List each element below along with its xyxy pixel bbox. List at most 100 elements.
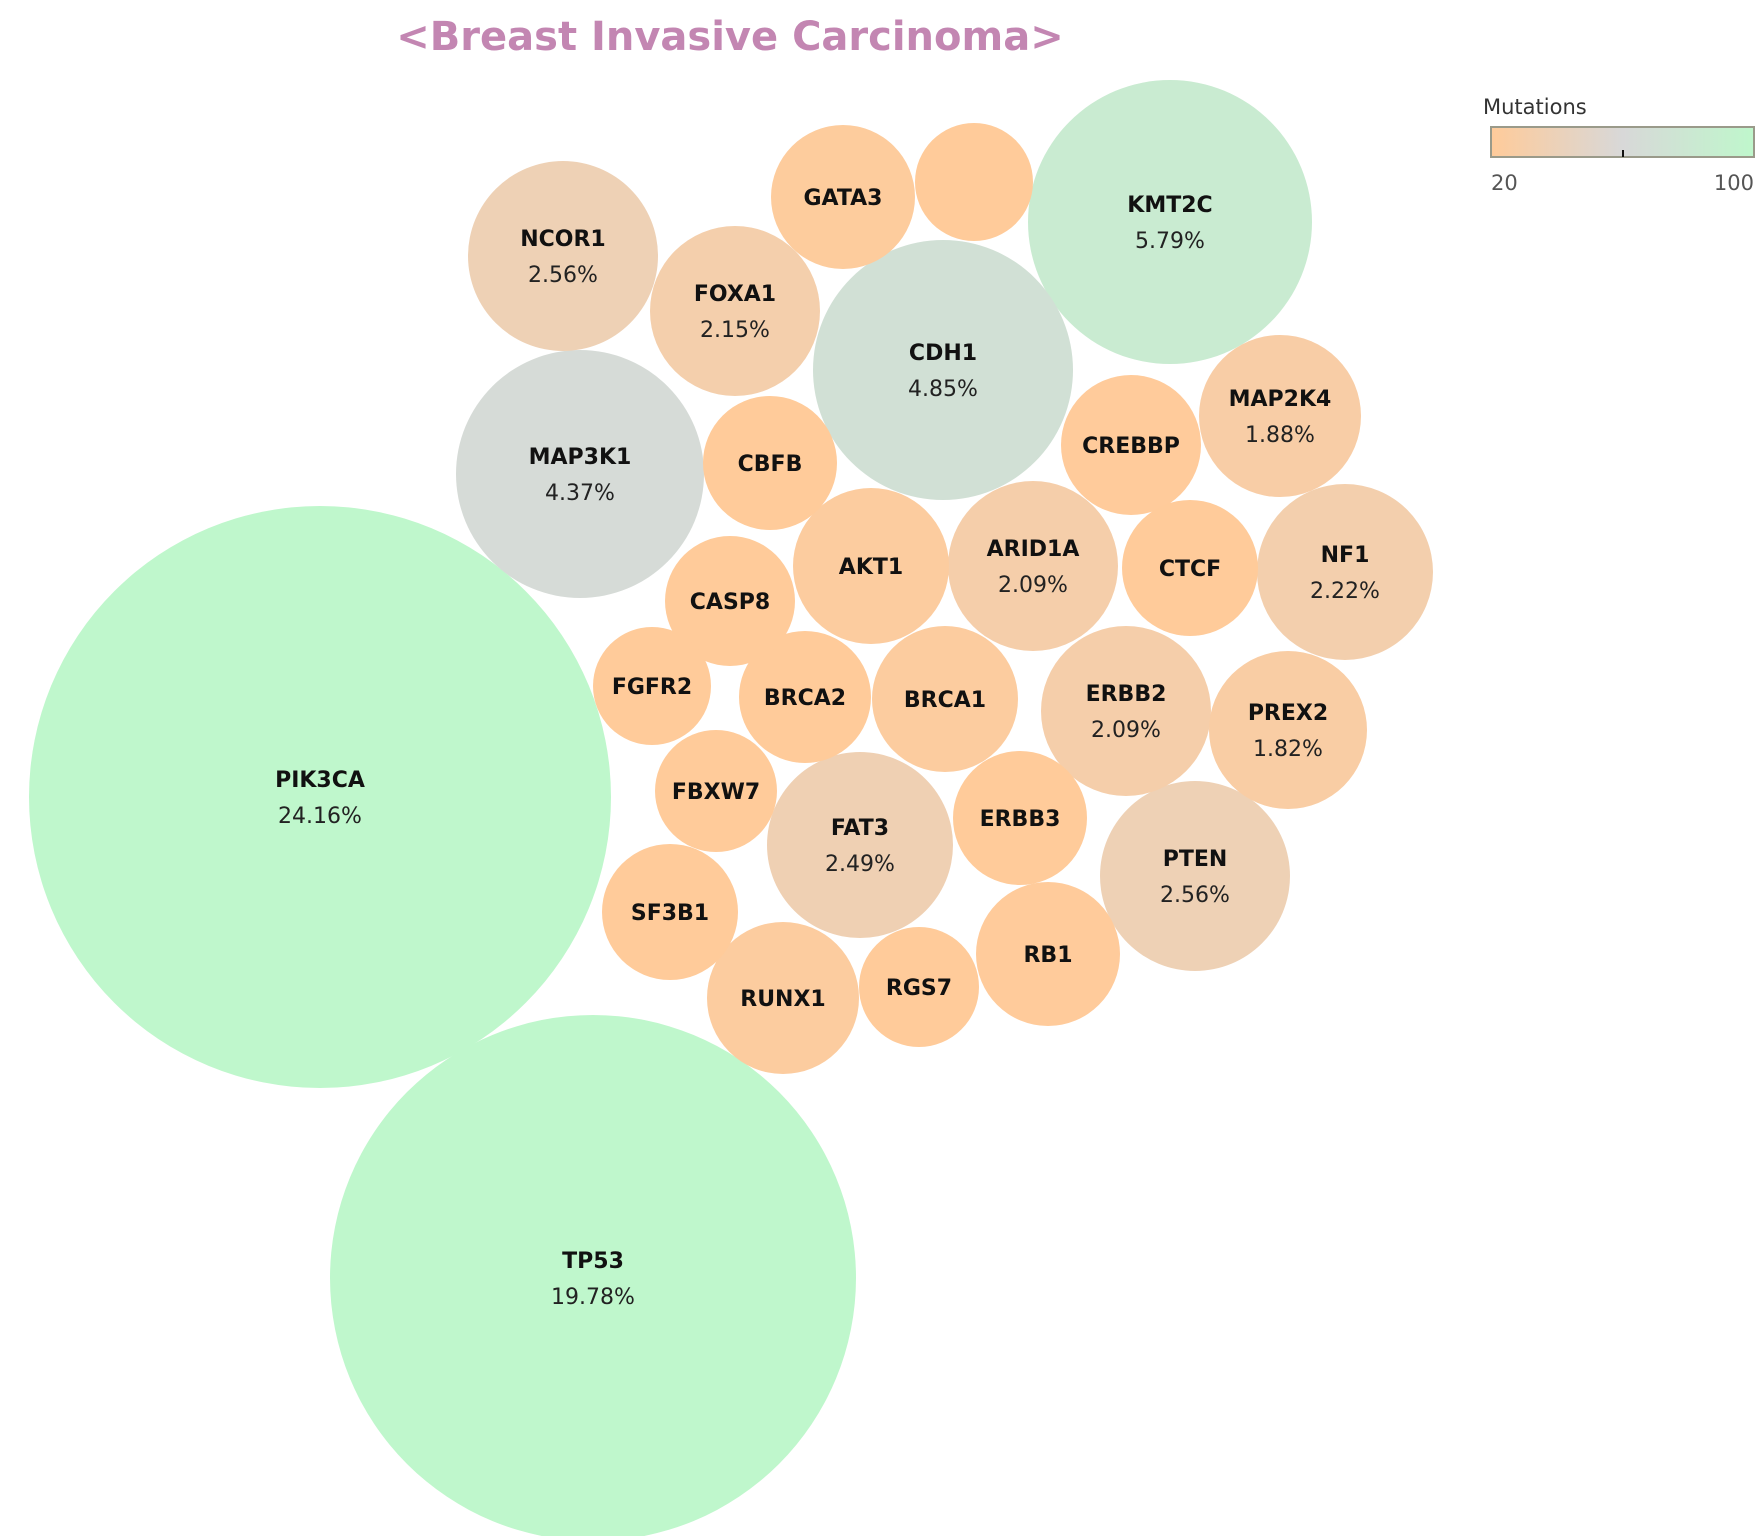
bubble-circle-nf1[interactable] — [1257, 484, 1433, 660]
bubble-circle-pik3ca[interactable] — [29, 506, 611, 1088]
bubble-circle-runx1[interactable] — [707, 922, 859, 1074]
colorbar-title: Mutations — [1483, 95, 1587, 119]
bubble-nf1[interactable]: NF1 2.22% — [1257, 484, 1433, 660]
bubble-percent-tp53: 19.78% — [551, 1285, 635, 1310]
bubble-circle-pten[interactable] — [1100, 781, 1290, 971]
bubble-label-sf3b1: SF3B1 — [631, 901, 709, 926]
bubble-label-map3k1: MAP3K1 — [529, 445, 632, 470]
bubble-label-brca1: BRCA1 — [904, 688, 986, 713]
bubble-label-foxa1: FOXA1 — [694, 282, 776, 307]
bubble-erbb3[interactable]: ERBB3 — [953, 751, 1087, 885]
bubble-circle-arid1a[interactable] — [948, 481, 1118, 651]
bubble-kmt2c[interactable]: KMT2C 5.79% — [1028, 80, 1312, 364]
bubble-label-arid1a: ARID1A — [987, 537, 1080, 562]
bubble-circle-rb1[interactable] — [976, 882, 1120, 1026]
bubble-label-tp53: TP53 — [562, 1249, 624, 1274]
bubble-circle-crebbp[interactable] — [1061, 375, 1201, 515]
bubble-label-gata3: GATA3 — [803, 186, 882, 211]
bubble-sf3b1[interactable]: SF3B1 — [602, 844, 738, 980]
bubble-label-pten: PTEN — [1163, 847, 1228, 872]
bubble-percent-map3k1: 4.37% — [545, 481, 615, 506]
bubble-label-brca2: BRCA2 — [764, 686, 846, 711]
bubble-erbb2[interactable]: ERBB2 2.09% — [1041, 626, 1211, 796]
bubble-percent-prex2: 1.82% — [1253, 737, 1323, 762]
bubble-label-runx1: RUNX1 — [740, 987, 826, 1012]
bubble-circle-prex2[interactable] — [1209, 651, 1367, 809]
bubble-circle-tp53[interactable] — [330, 1015, 856, 1536]
bubble-ncor1[interactable]: NCOR1 2.56% — [468, 161, 658, 351]
bubble-percent-foxa1: 2.15% — [700, 318, 770, 343]
bubble-akt1[interactable]: AKT1 — [793, 488, 949, 644]
bubble-foxa1[interactable]: FOXA1 2.15% — [650, 226, 820, 396]
bubble-circle-akt1[interactable] — [793, 488, 949, 644]
bubble-gata3[interactable]: GATA3 — [771, 125, 915, 269]
bubble-circle-map3k1[interactable] — [456, 350, 704, 598]
bubble-percent-fat3: 2.49% — [825, 852, 895, 877]
bubble-label-nf1: NF1 — [1321, 543, 1370, 568]
bubble-label-map2k4: MAP2K4 — [1229, 387, 1332, 412]
bubble-arid1a[interactable]: ARID1A 2.09% — [948, 481, 1118, 651]
bubble-circle-kmt2c[interactable] — [1028, 80, 1312, 364]
bubble-label-kmt2c: KMT2C — [1127, 193, 1212, 218]
bubble-brca1[interactable]: BRCA1 — [872, 626, 1018, 772]
bubble-circle-ctcf[interactable] — [1122, 500, 1258, 636]
chart-title: <Breast Invasive Carcinoma> — [396, 14, 1063, 60]
bubble-circle-cdh1[interactable] — [813, 240, 1073, 500]
bubble-circle-ncor1[interactable] — [468, 161, 658, 351]
bubble-rgs7[interactable]: RGS7 — [859, 927, 979, 1047]
bubble-fbxw7[interactable]: FBXW7 — [655, 730, 777, 852]
bubble-percent-nf1: 2.22% — [1310, 579, 1380, 604]
bubble-label-fat3: FAT3 — [831, 816, 889, 841]
bubble-map3k1[interactable]: MAP3K1 4.37% — [456, 350, 704, 598]
bubble-label-fgfr2: FGFR2 — [612, 675, 692, 700]
bubble-tp53[interactable]: TP53 19.78% — [330, 1015, 856, 1536]
bubble-circle-map2k4[interactable] — [1199, 335, 1361, 497]
bubble-label-ncor1: NCOR1 — [520, 227, 606, 252]
bubble-circle-casp8[interactable] — [665, 536, 795, 666]
bubble-circle-fat3[interactable] — [767, 752, 953, 938]
bubble-crebbp[interactable]: CREBBP — [1061, 375, 1201, 515]
bubble-circle-erbb3[interactable] — [953, 751, 1087, 885]
bubble-circle-unlabeled-29[interactable] — [915, 123, 1033, 241]
bubble-circle-cbfb[interactable] — [703, 396, 837, 530]
bubble-prex2[interactable]: PREX2 1.82% — [1209, 651, 1367, 809]
bubble-circle-foxa1[interactable] — [650, 226, 820, 396]
bubble-circle-brca2[interactable] — [739, 631, 871, 763]
bubble-casp8[interactable]: CASP8 — [665, 536, 795, 666]
bubble-label-erbb2: ERBB2 — [1086, 682, 1167, 707]
bubble-circle-erbb2[interactable] — [1041, 626, 1211, 796]
bubble-circle-fgfr2[interactable] — [593, 627, 711, 745]
bubble-circle-brca1[interactable] — [872, 626, 1018, 772]
bubble-ctcf[interactable]: CTCF — [1122, 500, 1258, 636]
bubble-label-casp8: CASP8 — [690, 590, 770, 615]
colorbar-min-label: 20 — [1491, 171, 1518, 195]
bubble-fgfr2[interactable]: FGFR2 — [593, 627, 711, 745]
bubble-label-akt1: AKT1 — [839, 555, 903, 580]
bubble-cdh1[interactable]: CDH1 4.85% — [813, 240, 1073, 500]
bubble-percent-cdh1: 4.85% — [908, 377, 978, 402]
bubble-map2k4[interactable]: MAP2K4 1.88% — [1199, 335, 1361, 497]
bubble-label-prex2: PREX2 — [1248, 701, 1328, 726]
bubble-pten[interactable]: PTEN 2.56% — [1100, 781, 1290, 971]
bubble-label-cbfb: CBFB — [738, 452, 803, 477]
bubble-cbfb[interactable]: CBFB — [703, 396, 837, 530]
bubble-brca2[interactable]: BRCA2 — [739, 631, 871, 763]
bubble-pik3ca[interactable]: PIK3CA 24.16% — [29, 506, 611, 1088]
bubble-circle-fbxw7[interactable] — [655, 730, 777, 852]
colorbar-max-label: 100 — [1714, 171, 1754, 195]
bubble-rb1[interactable]: RB1 — [976, 882, 1120, 1026]
bubble-label-rb1: RB1 — [1023, 943, 1072, 968]
bubble-circle-rgs7[interactable] — [859, 927, 979, 1047]
bubble-label-erbb3: ERBB3 — [980, 807, 1061, 832]
bubble-circle-gata3[interactable] — [771, 125, 915, 269]
bubble-percent-ncor1: 2.56% — [528, 263, 598, 288]
bubble-label-fbxw7: FBXW7 — [672, 780, 760, 805]
bubble-circle-sf3b1[interactable] — [602, 844, 738, 980]
bubble-runx1[interactable]: RUNX1 — [707, 922, 859, 1074]
bubble-label-rgs7: RGS7 — [886, 976, 952, 1001]
bubble-unlabeled-29[interactable] — [915, 123, 1033, 241]
bubble-percent-pten: 2.56% — [1160, 883, 1230, 908]
bubble-percent-erbb2: 2.09% — [1091, 718, 1161, 743]
bubble-fat3[interactable]: FAT3 2.49% — [767, 752, 953, 938]
